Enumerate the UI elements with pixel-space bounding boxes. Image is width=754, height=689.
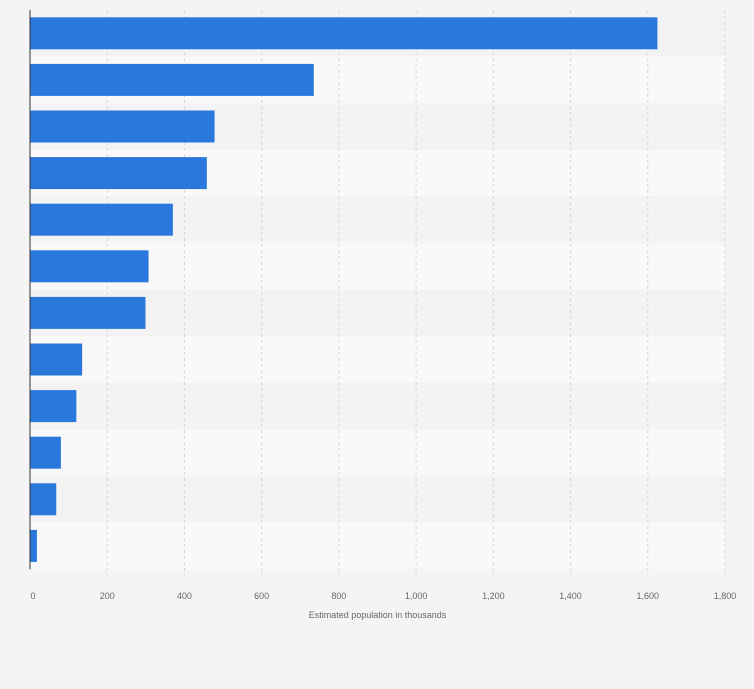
bar[interactable] bbox=[30, 63, 314, 96]
bar[interactable] bbox=[30, 483, 57, 516]
x-tick-label: 1,600 bbox=[637, 591, 660, 601]
bar[interactable] bbox=[30, 529, 37, 562]
x-axis-ticks: 0 200 400 600 800 1,000 1,200 1,400 1,600 1,800 bbox=[30, 591, 736, 601]
bar[interactable] bbox=[30, 436, 61, 469]
x-tick-label: 1,800 bbox=[714, 591, 737, 601]
bars bbox=[30, 17, 658, 562]
row-band bbox=[30, 289, 725, 337]
x-tick-label: 1,400 bbox=[559, 591, 582, 601]
x-tick-label: 200 bbox=[100, 591, 115, 601]
bar[interactable] bbox=[30, 390, 77, 423]
row-band bbox=[30, 382, 725, 430]
bar[interactable] bbox=[30, 343, 83, 376]
bar[interactable] bbox=[30, 296, 146, 329]
row-band bbox=[30, 522, 725, 570]
row-band bbox=[30, 429, 725, 476]
bar[interactable] bbox=[30, 250, 149, 283]
x-tick-label: 1,000 bbox=[405, 591, 428, 601]
gridlines bbox=[106, 10, 726, 576]
x-axis-title: Estimated population in thousands bbox=[309, 610, 447, 620]
x-tick-label: 1,200 bbox=[482, 591, 505, 601]
bar[interactable] bbox=[30, 17, 658, 50]
bar[interactable] bbox=[30, 110, 215, 143]
x-tick-label: 600 bbox=[254, 591, 269, 601]
x-tick-label: 0 bbox=[30, 591, 35, 601]
row-band bbox=[30, 336, 725, 383]
bar[interactable] bbox=[30, 203, 173, 236]
row-band bbox=[30, 476, 725, 523]
x-tick-label: 800 bbox=[331, 591, 346, 601]
bar[interactable] bbox=[30, 157, 207, 190]
x-tick-label: 400 bbox=[177, 591, 192, 601]
